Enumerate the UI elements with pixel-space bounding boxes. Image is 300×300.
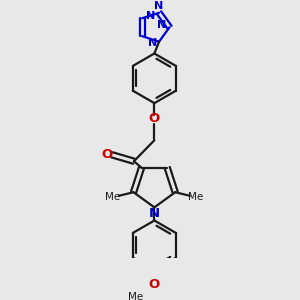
- Text: Me: Me: [188, 192, 203, 202]
- Text: O: O: [149, 112, 160, 125]
- Text: N: N: [146, 11, 155, 21]
- Text: Me: Me: [128, 292, 143, 300]
- Text: N: N: [148, 38, 157, 48]
- Text: Me: Me: [106, 192, 121, 202]
- Text: O: O: [149, 278, 160, 291]
- Text: O: O: [101, 148, 112, 161]
- Text: N: N: [149, 207, 160, 220]
- Text: N: N: [154, 2, 164, 11]
- Text: N: N: [157, 20, 166, 30]
